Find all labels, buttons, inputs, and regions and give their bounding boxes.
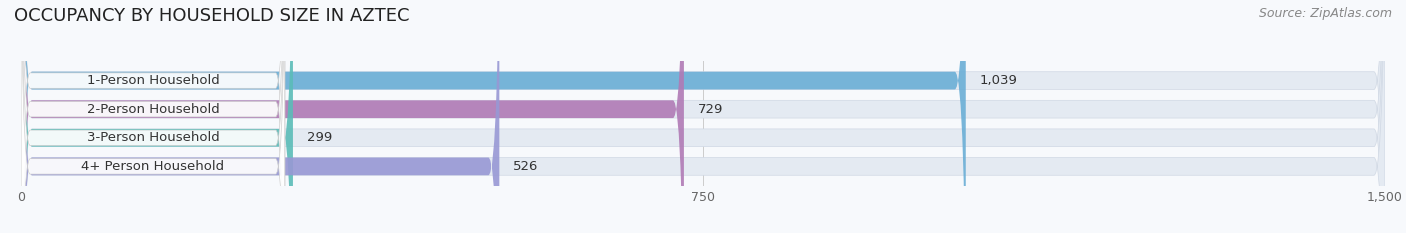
- Text: 526: 526: [513, 160, 538, 173]
- FancyBboxPatch shape: [21, 0, 1385, 233]
- FancyBboxPatch shape: [21, 0, 285, 233]
- FancyBboxPatch shape: [21, 0, 285, 233]
- Text: 3-Person Household: 3-Person Household: [87, 131, 219, 144]
- FancyBboxPatch shape: [21, 0, 1385, 233]
- FancyBboxPatch shape: [21, 0, 292, 233]
- FancyBboxPatch shape: [21, 0, 285, 233]
- FancyBboxPatch shape: [21, 0, 966, 233]
- FancyBboxPatch shape: [21, 0, 1385, 233]
- Text: 1-Person Household: 1-Person Household: [87, 74, 219, 87]
- FancyBboxPatch shape: [21, 0, 285, 233]
- Text: 729: 729: [697, 103, 723, 116]
- FancyBboxPatch shape: [21, 0, 683, 233]
- Text: 2-Person Household: 2-Person Household: [87, 103, 219, 116]
- Text: OCCUPANCY BY HOUSEHOLD SIZE IN AZTEC: OCCUPANCY BY HOUSEHOLD SIZE IN AZTEC: [14, 7, 409, 25]
- FancyBboxPatch shape: [21, 0, 1385, 233]
- Text: 299: 299: [307, 131, 332, 144]
- Text: Source: ZipAtlas.com: Source: ZipAtlas.com: [1258, 7, 1392, 20]
- Text: 4+ Person Household: 4+ Person Household: [82, 160, 225, 173]
- FancyBboxPatch shape: [21, 0, 499, 233]
- Text: 1,039: 1,039: [980, 74, 1018, 87]
